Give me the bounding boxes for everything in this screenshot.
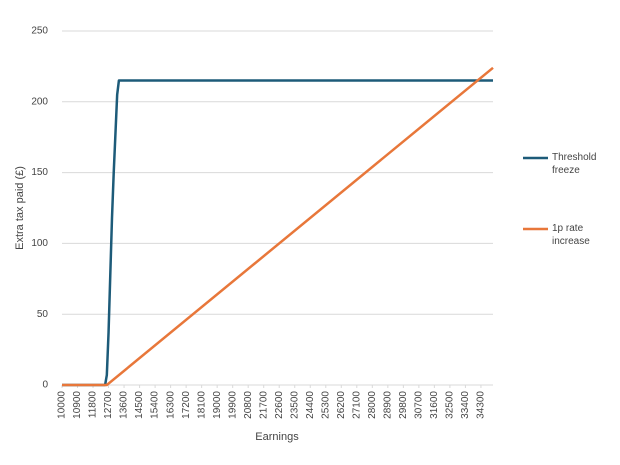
y-tick-label: 0 bbox=[42, 380, 48, 391]
x-tick-label: 23500 bbox=[289, 391, 300, 419]
y-tick-label: 250 bbox=[31, 26, 48, 37]
x-tick-label: 10900 bbox=[72, 391, 83, 419]
x-tick-label: 33400 bbox=[460, 391, 471, 419]
x-tick-label: 34300 bbox=[476, 391, 487, 419]
x-tick-label: 10000 bbox=[57, 391, 68, 419]
x-tick-label: 32500 bbox=[445, 391, 456, 419]
x-tick-label: 25300 bbox=[320, 391, 331, 419]
x-tick-label: 31600 bbox=[429, 391, 440, 419]
x-tick-label: 21700 bbox=[258, 391, 269, 419]
x-tick-label: 15400 bbox=[150, 391, 161, 419]
x-tick-label: 17200 bbox=[181, 391, 192, 419]
x-tick-label: 12700 bbox=[103, 391, 114, 419]
series-line bbox=[62, 79, 493, 387]
x-tick-label: 18100 bbox=[196, 391, 207, 419]
y-axis-title: Extra tax paid (£) bbox=[14, 166, 26, 250]
y-tick-label: 150 bbox=[31, 167, 48, 178]
x-tick-label: 26200 bbox=[336, 391, 347, 419]
x-axis-title: Earnings bbox=[255, 431, 299, 443]
legend-label: Threshold freeze bbox=[552, 152, 597, 176]
x-tick-label: 24400 bbox=[305, 391, 316, 419]
series-line bbox=[62, 66, 494, 387]
y-tick-label: 200 bbox=[31, 96, 48, 107]
y-tick-label: 100 bbox=[31, 238, 48, 249]
x-tick-label: 28900 bbox=[382, 391, 393, 419]
x-tick-label: 16300 bbox=[165, 391, 176, 419]
x-tick-label: 19900 bbox=[227, 391, 238, 419]
x-tick-label: 19000 bbox=[212, 391, 223, 419]
x-tick-label: 30700 bbox=[414, 391, 425, 419]
x-tick-label: 14500 bbox=[134, 391, 145, 419]
x-tick-label: 28000 bbox=[367, 391, 378, 419]
x-tick-label: 13600 bbox=[119, 391, 130, 419]
x-tick-label: 20800 bbox=[243, 391, 254, 419]
y-tick-label: 50 bbox=[37, 309, 49, 320]
x-tick-label: 29800 bbox=[398, 391, 409, 419]
legend-label: 1p rate increase bbox=[552, 223, 590, 247]
x-tick-label: 27100 bbox=[351, 391, 362, 419]
x-tick-label: 11800 bbox=[88, 391, 99, 419]
x-tick-label: 22600 bbox=[274, 391, 285, 419]
